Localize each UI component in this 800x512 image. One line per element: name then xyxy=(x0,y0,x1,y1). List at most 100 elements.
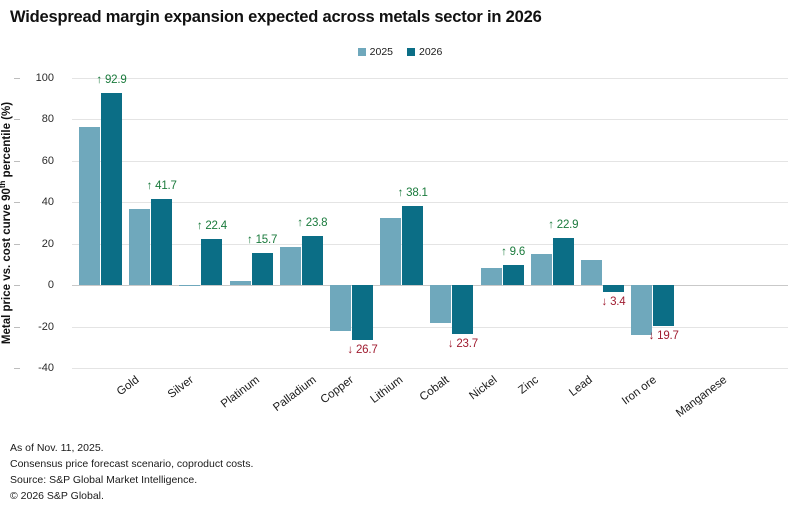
x-axis-label-lithium: Lithium xyxy=(368,374,406,406)
bar-platinum-2025[interactable] xyxy=(179,284,201,286)
data-label-palladium: ↑ 15.7 xyxy=(247,233,278,246)
bar-iron-ore-2025[interactable] xyxy=(581,260,602,286)
x-axis-label-iron-ore: Iron ore xyxy=(619,374,659,408)
x-axis-labels: Gold Silver Platinum Palladium Copper Lithium… xyxy=(72,370,788,430)
bar-copper-2026[interactable] xyxy=(301,235,323,286)
y-tick-mark--20 xyxy=(14,326,20,328)
x-axis-label-gold: Gold xyxy=(114,374,142,399)
bar-group-copper xyxy=(279,78,324,368)
x-axis-label-palladium: Palladium xyxy=(270,374,319,414)
data-label-iron-ore: ↓ 3.4 xyxy=(601,296,626,309)
bar-zinc-2026[interactable] xyxy=(502,265,524,286)
y-tick-label-80: 80 xyxy=(14,113,54,125)
x-axis-label-copper: Copper xyxy=(318,374,356,407)
bar-copper-2025[interactable] xyxy=(279,246,301,286)
data-label-zinc: ↑ 9.6 xyxy=(501,246,526,259)
bar-group-manganese xyxy=(630,78,675,368)
bar-group-zinc xyxy=(480,78,525,368)
bar-palladium-2025[interactable] xyxy=(229,280,251,286)
chart-legend: 2025 2026 xyxy=(0,46,800,58)
data-label-silver: ↑ 41.7 xyxy=(146,179,177,192)
bar-palladium-2026[interactable] xyxy=(251,252,273,286)
bar-zinc-2025[interactable] xyxy=(480,267,502,286)
data-label-lead: ↑ 22.9 xyxy=(548,218,579,231)
legend-label-2025: 2025 xyxy=(369,46,393,58)
y-axis-title-superscript: th xyxy=(0,180,7,189)
y-tick-mark-0 xyxy=(14,285,20,287)
x-axis-label-lead: Lead xyxy=(566,374,595,399)
data-label-platinum: ↑ 22.4 xyxy=(196,219,227,232)
y-tick-label-40: 40 xyxy=(14,196,54,208)
bar-iron-ore-2026[interactable] xyxy=(603,285,624,293)
y-axis-title-prefix: Metal price vs. cost curve 90 xyxy=(0,188,13,345)
bar-lithium-2025[interactable] xyxy=(330,285,351,332)
y-tick-label--40: -40 xyxy=(14,362,54,374)
data-label-manganese: ↓ 19.7 xyxy=(648,329,679,342)
footnote-scenario: Consensus price forecast scenario, copro… xyxy=(10,458,254,470)
bar-platinum-2026[interactable] xyxy=(201,238,223,286)
bar-lead-2025[interactable] xyxy=(530,253,552,286)
x-axis-label-zinc: Zinc xyxy=(515,374,541,397)
footnotes: As of Nov. 11, 2025. Consensus price for… xyxy=(10,440,253,504)
data-label-copper: ↑ 23.8 xyxy=(297,216,328,229)
y-tick-mark-80 xyxy=(14,119,20,121)
y-tick-label-0: 0 xyxy=(14,279,54,291)
x-axis-label-nickel: Nickel xyxy=(467,374,500,403)
y-tick-mark-60 xyxy=(14,160,20,162)
bar-cobalt-2025[interactable] xyxy=(380,218,402,286)
bar-lead-2026[interactable] xyxy=(552,237,574,286)
gridline-80 xyxy=(72,119,788,121)
legend-swatch-2025 xyxy=(357,48,366,56)
bar-group-palladium xyxy=(229,78,274,368)
y-tick-label--20: -20 xyxy=(14,321,54,333)
data-label-lithium: ↓ 26.7 xyxy=(347,344,378,357)
gridline-60 xyxy=(72,160,788,162)
bar-group-cobalt xyxy=(379,78,424,368)
bar-group-iron-ore xyxy=(580,78,625,368)
gridline-100 xyxy=(72,78,788,79)
chart-title: Widespread margin expansion expected acr… xyxy=(10,8,542,26)
bar-manganese-2025[interactable] xyxy=(631,285,653,336)
x-axis-label-platinum: Platinum xyxy=(219,374,263,411)
x-axis-label-silver: Silver xyxy=(165,374,197,401)
bar-cobalt-2026[interactable] xyxy=(402,206,424,286)
y-tick-mark-100 xyxy=(14,78,20,79)
gridline-0 xyxy=(72,285,788,287)
bar-group-lithium xyxy=(329,78,374,368)
data-label-nickel: ↓ 23.7 xyxy=(447,338,478,351)
bar-group-gold xyxy=(78,78,123,368)
bar-silver-2025[interactable] xyxy=(129,208,151,286)
legend-item-2025[interactable]: 2025 xyxy=(357,46,393,58)
bar-group-silver xyxy=(128,78,173,368)
y-axis-title-suffix: percentile (%) xyxy=(0,101,13,181)
y-tick-mark-20 xyxy=(14,243,20,245)
x-axis-label-manganese: Manganese xyxy=(674,374,730,420)
footnote-copyright: © 2026 S&P Global. xyxy=(10,490,104,502)
legend-label-2026: 2026 xyxy=(419,46,443,58)
bar-group-nickel xyxy=(429,78,474,368)
bar-silver-2026[interactable] xyxy=(151,198,173,286)
y-axis-title: Metal price vs. cost curve 90th percenti… xyxy=(0,78,13,368)
bar-lithium-2026[interactable] xyxy=(352,285,373,341)
bar-group-platinum xyxy=(178,78,223,368)
plot-area: 100 80 60 40 20 0 -20 -40 ↑ 92.9 ↑ 41.7 ↑ 22.4 ↑ 1… xyxy=(14,72,788,374)
legend-item-2026[interactable]: 2026 xyxy=(407,46,442,58)
bar-manganese-2026[interactable] xyxy=(653,285,675,326)
gridline--40 xyxy=(72,368,788,369)
x-axis-label-cobalt: Cobalt xyxy=(417,374,452,404)
y-tick-mark-40 xyxy=(14,202,20,204)
footnote-as-of: As of Nov. 11, 2025. xyxy=(10,442,104,454)
y-tick-mark--40 xyxy=(14,368,20,369)
data-label-gold: ↑ 92.9 xyxy=(96,73,127,86)
y-tick-label-100: 100 xyxy=(14,72,54,84)
y-tick-label-60: 60 xyxy=(14,155,54,167)
gridline-20 xyxy=(72,243,788,245)
bar-gold-2026[interactable] xyxy=(101,92,122,286)
gridline-40 xyxy=(72,202,788,204)
footnote-source: Source: S&P Global Market Intelligence. xyxy=(10,474,198,486)
gridline--20 xyxy=(72,326,788,328)
bar-gold-2025[interactable] xyxy=(79,126,100,286)
bar-nickel-2026[interactable] xyxy=(452,285,474,335)
bar-nickel-2025[interactable] xyxy=(430,285,452,324)
data-label-cobalt: ↑ 38.1 xyxy=(397,187,428,200)
